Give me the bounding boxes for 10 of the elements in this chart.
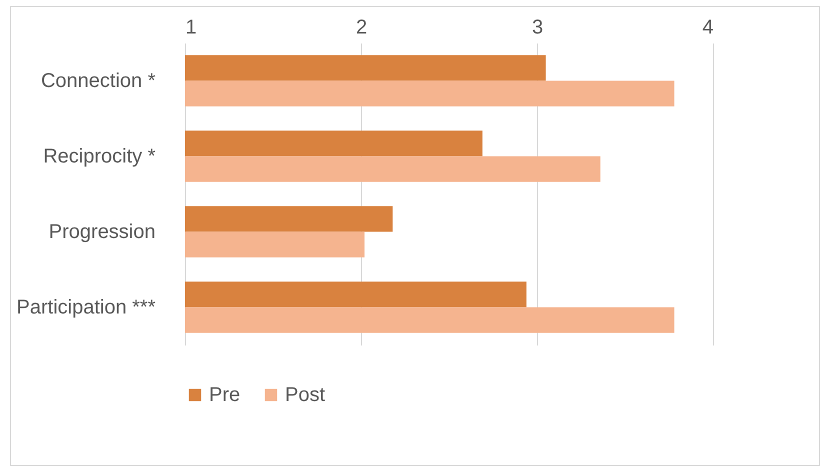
legend-label: Post <box>285 384 326 406</box>
x-tick-label: 2 <box>356 16 368 38</box>
x-tick-label: 1 <box>186 16 197 38</box>
legend-label: Pre <box>209 384 240 406</box>
x-tick-label: 4 <box>702 16 714 38</box>
y-tick-label: Participation *** <box>16 296 156 318</box>
y-tick-label: Connection * <box>40 70 156 92</box>
x-tick-label: 3 <box>532 16 544 38</box>
y-tick-label: Progression <box>48 220 156 243</box>
y-tick-label: Reciprocity * <box>43 145 156 168</box>
